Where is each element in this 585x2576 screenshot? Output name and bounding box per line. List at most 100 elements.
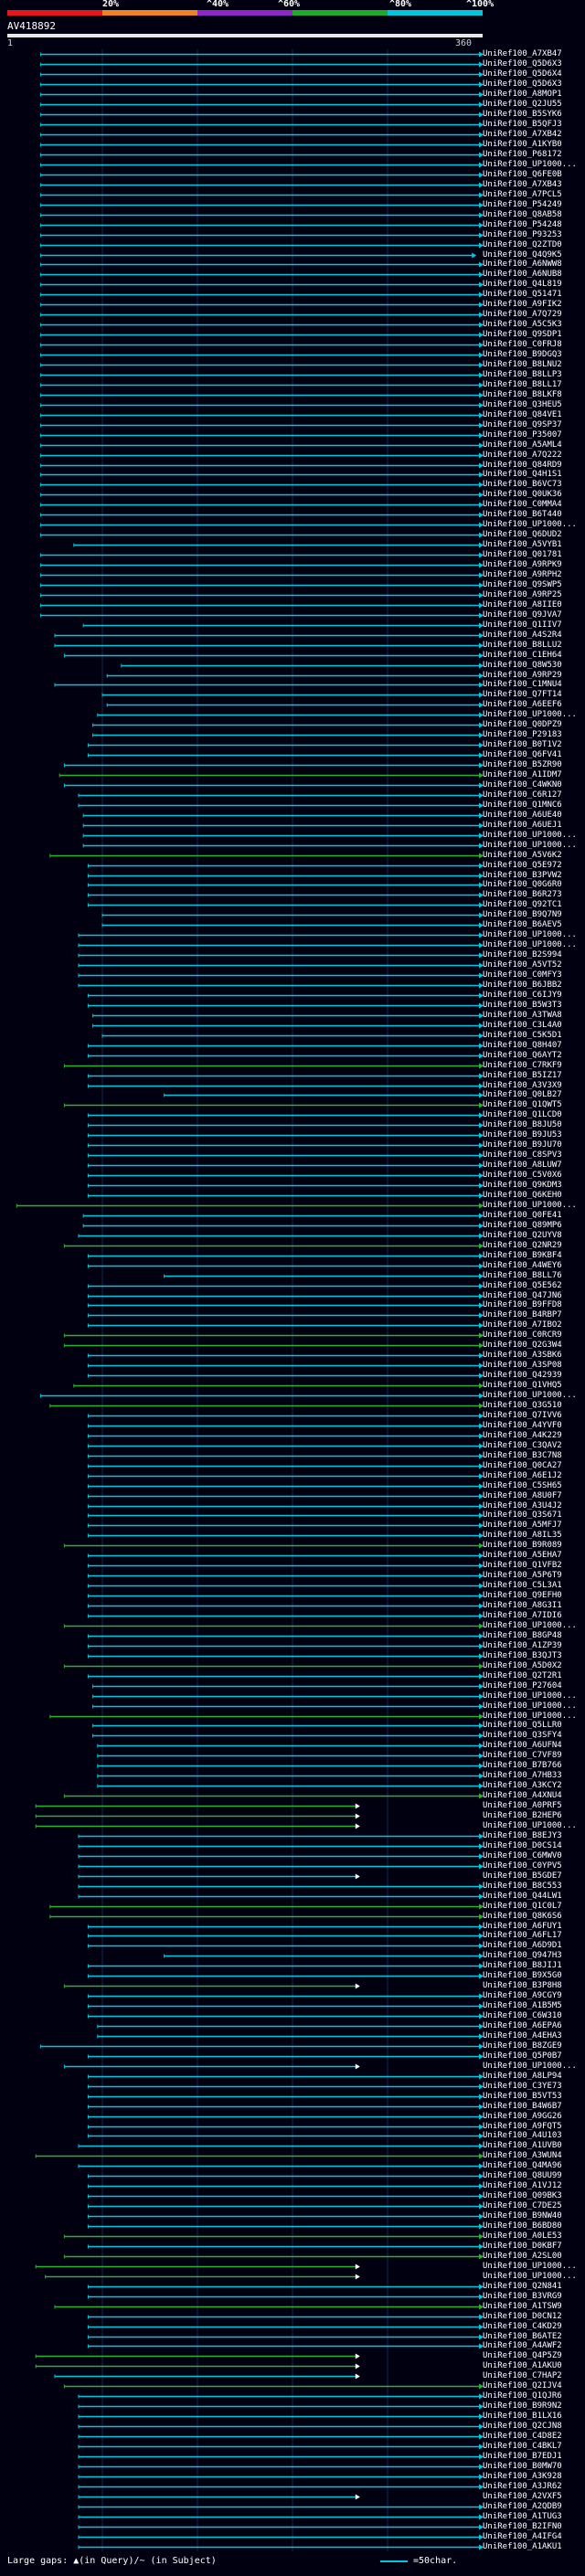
hit-label[interactable]: UniRef100_Q5P0B7 bbox=[483, 2051, 562, 2061]
hit-label[interactable]: UniRef100_A7IDI6 bbox=[483, 1611, 562, 1620]
hit-label[interactable]: UniRef100_A1ZP39 bbox=[483, 1641, 562, 1650]
hit-label[interactable]: UniRef100_A9GG26 bbox=[483, 2112, 562, 2121]
hit-label[interactable]: UniRef100_P27604 bbox=[483, 1681, 562, 1691]
hit-label[interactable]: UniRef100_D0CN12 bbox=[483, 2312, 562, 2321]
hit-label[interactable]: UniRef100_A6NUB8 bbox=[483, 270, 562, 279]
hit-label[interactable]: UniRef100_A1VJ12 bbox=[483, 2181, 562, 2190]
hit-label[interactable]: UniRef100_A2VXF5 bbox=[483, 2492, 562, 2501]
hit-label[interactable]: UniRef100_B2S994 bbox=[483, 950, 562, 959]
hit-label[interactable]: UniRef100_Q1QWT5 bbox=[483, 1100, 562, 1109]
hit-label[interactable]: UniRef100_Q4Q9K5 bbox=[483, 250, 562, 260]
hit-label[interactable]: UniRef100_A0PRF5 bbox=[483, 1801, 562, 1810]
hit-label[interactable]: UniRef100_D0KBF7 bbox=[483, 2242, 562, 2251]
hit-label[interactable]: UniRef100_A6NWW8 bbox=[483, 260, 562, 269]
hit-label[interactable]: UniRef100_Q6DUD2 bbox=[483, 530, 562, 539]
hit-label[interactable]: UniRef100_UP1000... bbox=[483, 2062, 577, 2071]
hit-label[interactable]: UniRef100_A6E1J2 bbox=[483, 1471, 562, 1480]
hit-label[interactable]: UniRef100_B9R9N2 bbox=[483, 2401, 562, 2411]
hit-label[interactable]: UniRef100_Q44LW1 bbox=[483, 1892, 562, 1901]
hit-label[interactable]: UniRef100_Q9EFH0 bbox=[483, 1591, 562, 1600]
hit-label[interactable]: UniRef100_B4W6B7 bbox=[483, 2102, 562, 2111]
hit-label[interactable]: UniRef100_A4WEY6 bbox=[483, 1261, 562, 1270]
hit-label[interactable]: UniRef100_Q8AB58 bbox=[483, 210, 562, 219]
hit-label[interactable]: UniRef100_Q3G510 bbox=[483, 1401, 562, 1410]
hit-label[interactable]: UniRef100_B2IFN0 bbox=[483, 2522, 562, 2531]
hit-label[interactable]: UniRef100_C6W310 bbox=[483, 2011, 562, 2020]
hit-label[interactable]: UniRef100_A1AKU0 bbox=[483, 2361, 562, 2370]
hit-label[interactable]: UniRef100_A5P6T9 bbox=[483, 1571, 562, 1580]
hit-label[interactable]: UniRef100_B5VT53 bbox=[483, 2092, 562, 2101]
hit-label[interactable]: UniRef100_C5SH65 bbox=[483, 1481, 562, 1490]
hit-label[interactable]: UniRef100_A3SP08 bbox=[483, 1361, 562, 1370]
hit-label[interactable]: UniRef100_Q01781 bbox=[483, 550, 562, 559]
hit-label[interactable]: UniRef100_Q4P5Z9 bbox=[483, 2351, 562, 2360]
hit-label[interactable]: UniRef100_UP1000... bbox=[483, 831, 577, 840]
hit-label[interactable]: UniRef100_B6JBB2 bbox=[483, 981, 562, 990]
hit-label[interactable]: UniRef100_Q0FE41 bbox=[483, 1211, 562, 1220]
hit-label[interactable]: UniRef100_C0FRJ8 bbox=[483, 340, 562, 349]
hit-label[interactable]: UniRef100_B8ZGE9 bbox=[483, 2041, 562, 2051]
hit-label[interactable]: UniRef100_B8EJY3 bbox=[483, 1831, 562, 1840]
hit-label[interactable]: UniRef100_B9R089 bbox=[483, 1541, 562, 1550]
hit-label[interactable]: UniRef100_B9Q7N9 bbox=[483, 910, 562, 919]
hit-label[interactable]: UniRef100_A8LP94 bbox=[483, 2072, 562, 2081]
hit-label[interactable]: UniRef100_B6ATE2 bbox=[483, 2332, 562, 2341]
hit-label[interactable]: UniRef100_Q84RD9 bbox=[483, 461, 562, 470]
hit-label[interactable]: UniRef100_A3K928 bbox=[483, 2472, 562, 2481]
hit-label[interactable]: UniRef100_Q1VFB2 bbox=[483, 1561, 562, 1570]
hit-label[interactable]: UniRef100_A6FL17 bbox=[483, 1931, 562, 1940]
hit-label[interactable]: UniRef100_A7Q729 bbox=[483, 310, 562, 319]
hit-label[interactable]: UniRef100_A9RP29 bbox=[483, 671, 562, 680]
hit-label[interactable]: UniRef100_A6UE40 bbox=[483, 811, 562, 820]
hit-label[interactable]: UniRef100_Q9JVA7 bbox=[483, 610, 562, 620]
hit-label[interactable]: UniRef100_Q2ZTD0 bbox=[483, 240, 562, 249]
hit-label[interactable]: UniRef100_D0CS14 bbox=[483, 1841, 562, 1850]
hit-label[interactable]: UniRef100_B8JU50 bbox=[483, 1120, 562, 1129]
hit-label[interactable]: UniRef100_Q1IIV7 bbox=[483, 620, 562, 630]
hit-label[interactable]: UniRef100_B2HEP6 bbox=[483, 1811, 562, 1820]
hit-label[interactable]: UniRef100_Q8H407 bbox=[483, 1041, 562, 1050]
hit-label[interactable]: UniRef100_P29183 bbox=[483, 730, 562, 739]
hit-label[interactable]: UniRef100_Q3HEU5 bbox=[483, 400, 562, 409]
hit-label[interactable]: UniRef100_P35007 bbox=[483, 430, 562, 440]
hit-label[interactable]: UniRef100_Q0LB27 bbox=[483, 1090, 562, 1099]
hit-label[interactable]: UniRef100_A4YVF0 bbox=[483, 1421, 562, 1430]
hit-label[interactable]: UniRef100_A8G3I1 bbox=[483, 1601, 562, 1610]
hit-label[interactable]: UniRef100_C7DE25 bbox=[483, 2201, 562, 2210]
hit-label[interactable]: UniRef100_C6R127 bbox=[483, 790, 562, 800]
hit-label[interactable]: UniRef100_Q92TC1 bbox=[483, 900, 562, 909]
hit-label[interactable]: UniRef100_UP1000... bbox=[483, 940, 577, 949]
hit-label[interactable]: UniRef100_Q4L819 bbox=[483, 280, 562, 289]
hit-label[interactable]: UniRef100_P68172 bbox=[483, 150, 562, 159]
hit-label[interactable]: UniRef100_C4D8E2 bbox=[483, 2432, 562, 2441]
hit-label[interactable]: UniRef100_C0MMA4 bbox=[483, 500, 562, 509]
hit-label[interactable]: UniRef100_Q0DPZ9 bbox=[483, 720, 562, 729]
hit-label[interactable]: UniRef100_B6T440 bbox=[483, 510, 562, 519]
hit-label[interactable]: UniRef100_A4IFG4 bbox=[483, 2532, 562, 2541]
hit-label[interactable]: UniRef100_A1TSW9 bbox=[483, 2302, 562, 2311]
hit-label[interactable]: UniRef100_Q4H1S1 bbox=[483, 470, 562, 479]
hit-label[interactable]: UniRef100_B8LL17 bbox=[483, 380, 562, 389]
hit-label[interactable]: UniRef100_A9FIK2 bbox=[483, 300, 562, 309]
hit-label[interactable]: UniRef100_A5C5K3 bbox=[483, 320, 562, 329]
hit-label[interactable]: UniRef100_Q1LCD0 bbox=[483, 1110, 562, 1119]
hit-label[interactable]: UniRef100_P54248 bbox=[483, 220, 562, 229]
hit-label[interactable]: UniRef100_Q89MP6 bbox=[483, 1221, 562, 1230]
hit-label[interactable]: UniRef100_B5IZ17 bbox=[483, 1071, 562, 1080]
hit-label[interactable]: UniRef100_Q2NR29 bbox=[483, 1241, 562, 1250]
hit-label[interactable]: UniRef100_B5GDE7 bbox=[483, 1871, 562, 1881]
hit-label[interactable]: UniRef100_B7B766 bbox=[483, 1761, 562, 1770]
hit-label[interactable]: UniRef100_B6VC73 bbox=[483, 480, 562, 489]
hit-label[interactable]: UniRef100_A5AML4 bbox=[483, 440, 562, 450]
hit-label[interactable]: UniRef100_B0T1V2 bbox=[483, 740, 562, 749]
hit-label[interactable]: UniRef100_B3VRG9 bbox=[483, 2292, 562, 2301]
hit-label[interactable]: UniRef100_UP1000... bbox=[483, 1821, 577, 1830]
hit-label[interactable]: UniRef100_A0LE53 bbox=[483, 2231, 562, 2241]
hit-label[interactable]: UniRef100_Q6FE0B bbox=[483, 170, 562, 179]
hit-label[interactable]: UniRef100_C5L3A1 bbox=[483, 1581, 562, 1590]
hit-label[interactable]: UniRef100_A8U0F7 bbox=[483, 1491, 562, 1500]
hit-label[interactable]: UniRef100_A5VYB1 bbox=[483, 540, 562, 549]
hit-label[interactable]: UniRef100_A1UVB0 bbox=[483, 2141, 562, 2150]
hit-label[interactable]: UniRef100_C4BKL7 bbox=[483, 2442, 562, 2451]
hit-label[interactable]: UniRef100_A5D0X2 bbox=[483, 1661, 562, 1670]
